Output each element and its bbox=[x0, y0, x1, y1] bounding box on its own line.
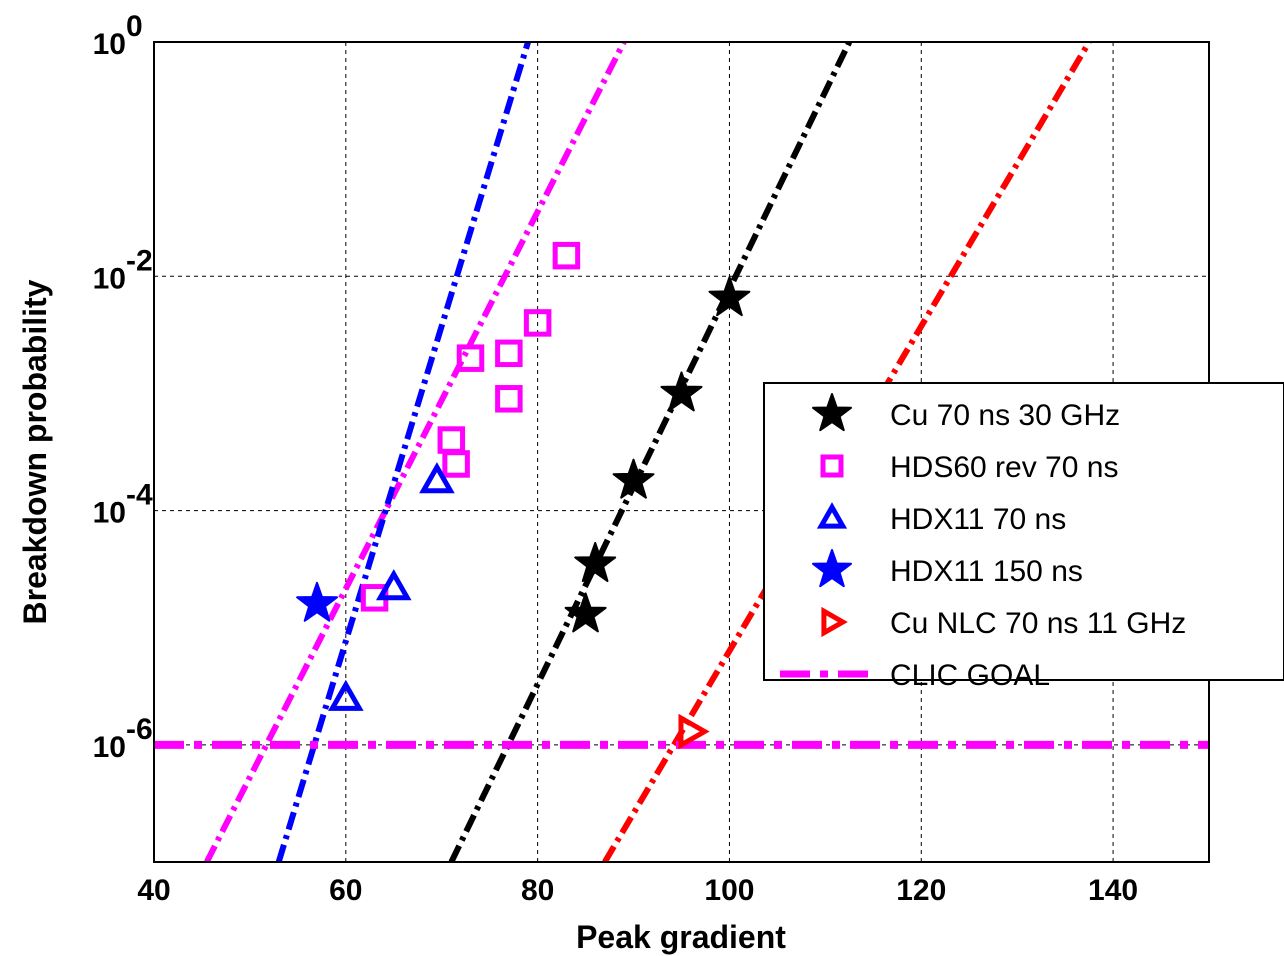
legend-label: HDX11 70 ns bbox=[890, 503, 1066, 536]
svg-text:10: 10 bbox=[93, 497, 126, 530]
x-tick-label: 80 bbox=[521, 874, 554, 907]
svg-text:10: 10 bbox=[93, 262, 126, 295]
legend-entry: Cu 70 ns 30 GHz bbox=[812, 393, 1120, 432]
x-axis-title: Peak gradient bbox=[576, 919, 786, 955]
y-tick-label: 10-6 bbox=[93, 713, 153, 764]
y-tick-label: 10-2 bbox=[93, 244, 153, 295]
x-tick-label: 40 bbox=[137, 874, 170, 907]
x-tick-label: 120 bbox=[896, 874, 946, 907]
data-point bbox=[574, 542, 617, 582]
legend-marker bbox=[812, 393, 852, 432]
legend-entry: HDS60 rev 70 ns bbox=[820, 451, 1118, 484]
svg-text:-4: -4 bbox=[126, 479, 153, 512]
y-axis-title: Breakdown probability bbox=[17, 279, 53, 624]
legend-marker bbox=[820, 454, 844, 478]
data-point bbox=[495, 339, 523, 368]
legend-marker bbox=[816, 502, 848, 529]
legend-entry: Cu NLC 70 ns 11 GHz bbox=[821, 606, 1186, 640]
legend-label: HDS60 rev 70 ns bbox=[890, 451, 1118, 484]
fit-line bbox=[448, 42, 853, 862]
data-point bbox=[456, 344, 485, 372]
x-tick-label: 60 bbox=[329, 874, 362, 907]
data-point bbox=[612, 458, 655, 499]
data-point bbox=[523, 309, 552, 337]
data-point bbox=[552, 241, 581, 270]
legend: Cu 70 ns 30 GHz HDS60 rev 70 ns HDX11 70 n… bbox=[763, 382, 1284, 692]
data-point bbox=[328, 679, 364, 711]
svg-text:0: 0 bbox=[126, 10, 143, 43]
data-point bbox=[437, 426, 466, 454]
svg-text:10: 10 bbox=[93, 731, 126, 764]
data-point bbox=[375, 569, 412, 601]
legend-marker bbox=[812, 549, 852, 588]
data-markers bbox=[296, 241, 751, 750]
data-point bbox=[660, 371, 703, 412]
data-point bbox=[708, 276, 751, 317]
x-tick-label: 140 bbox=[1088, 874, 1138, 907]
legend-entry: HDX11 70 ns bbox=[816, 502, 1066, 536]
y-tick-label: 100 bbox=[93, 10, 143, 61]
fit-line bbox=[275, 42, 531, 862]
legend-label: Cu NLC 70 ns 11 GHz bbox=[890, 607, 1186, 640]
legend-entry: HDX11 150 ns bbox=[812, 549, 1083, 588]
svg-text:10: 10 bbox=[93, 28, 126, 61]
data-point bbox=[296, 581, 338, 622]
data-point bbox=[495, 385, 523, 413]
x-tick-label: 100 bbox=[704, 874, 754, 907]
legend-entry: CLIC GOAL bbox=[780, 659, 1050, 692]
data-point bbox=[442, 450, 470, 478]
fit-line bbox=[204, 42, 627, 862]
legend-label: CLIC GOAL bbox=[890, 659, 1050, 692]
legend-box bbox=[763, 382, 1284, 681]
data-point bbox=[419, 462, 455, 494]
svg-text:-6: -6 bbox=[126, 713, 153, 746]
legend-marker bbox=[821, 606, 848, 638]
legend-label: HDX11 150 ns bbox=[890, 555, 1083, 588]
data-point bbox=[678, 713, 710, 750]
y-tick-label: 10-4 bbox=[93, 479, 153, 530]
svg-text:-2: -2 bbox=[126, 244, 153, 277]
data-point bbox=[564, 592, 607, 633]
legend-label: Cu 70 ns 30 GHz bbox=[890, 399, 1120, 432]
